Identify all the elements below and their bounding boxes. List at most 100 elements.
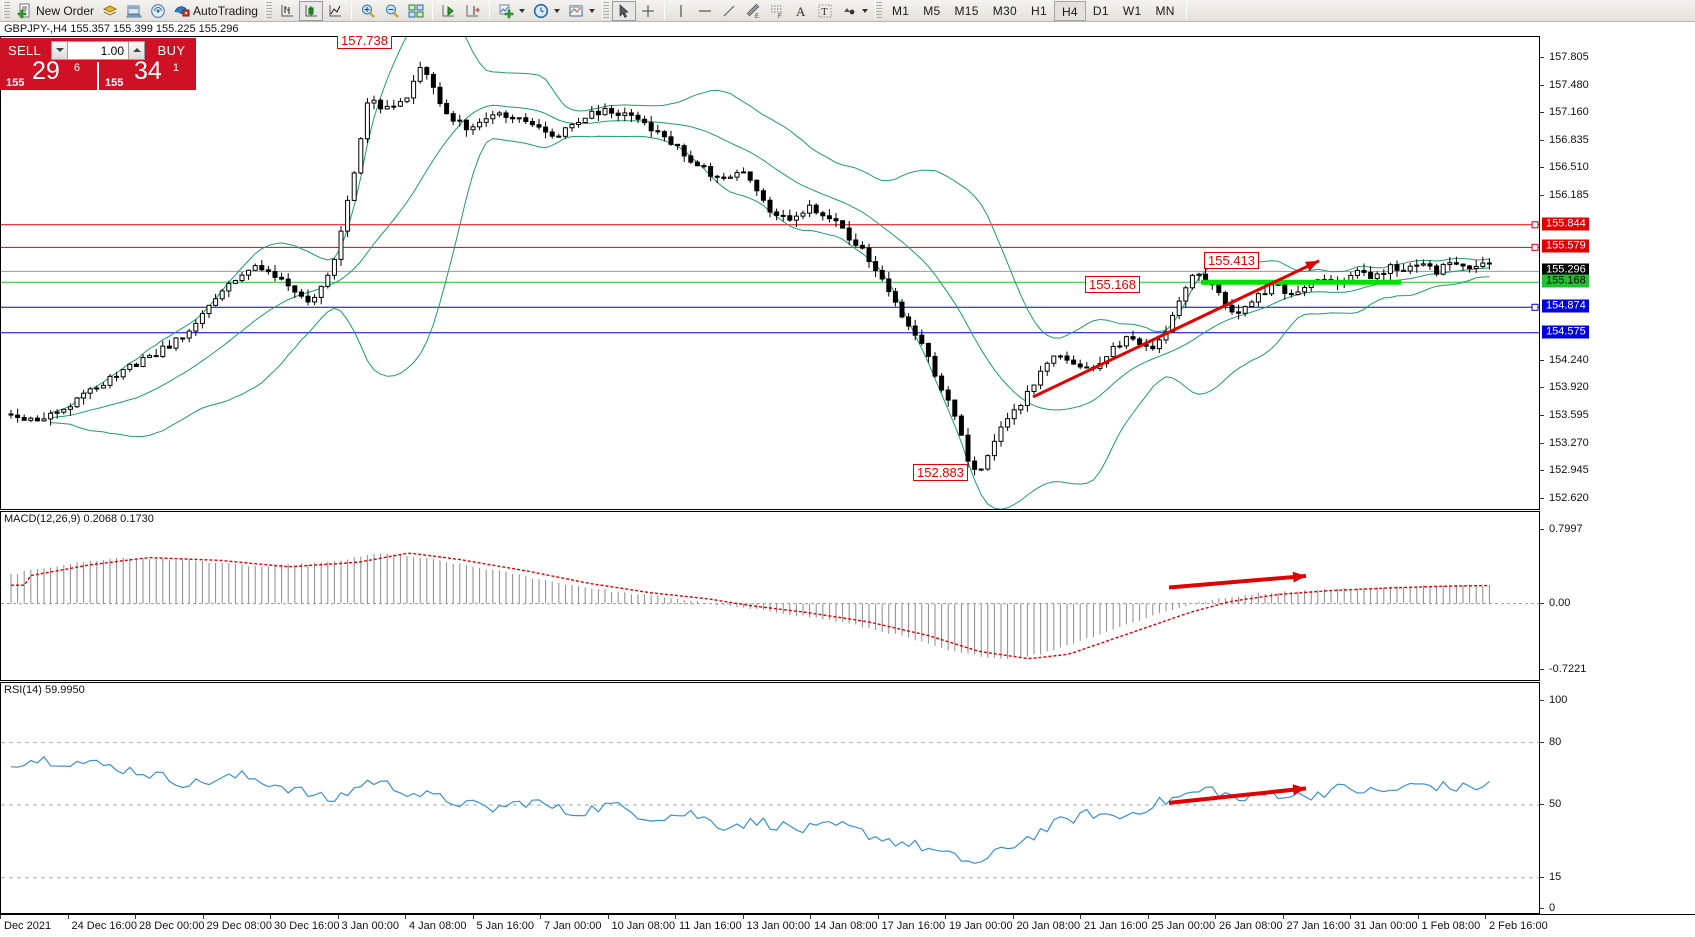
text-icon: A bbox=[793, 3, 809, 19]
autotrading-button[interactable]: AutoTrading bbox=[170, 1, 262, 21]
timeframe-m30[interactable]: M30 bbox=[992, 3, 1018, 18]
price-level-label-bid[interactable]: 155.296 bbox=[1542, 263, 1589, 277]
chart-shift-button[interactable] bbox=[461, 1, 485, 21]
fibonacci-icon: F bbox=[769, 3, 785, 20]
data-window-button[interactable] bbox=[122, 1, 146, 21]
annotation-target-level[interactable]: 155.168 bbox=[1085, 276, 1140, 293]
timeframe-h1[interactable]: H1 bbox=[1031, 3, 1047, 18]
periods-button[interactable] bbox=[529, 1, 564, 21]
chevron-up-icon bbox=[132, 48, 141, 52]
price-scale[interactable]: 157.805 157.480 157.160 156.835 156.510 156.1… bbox=[1540, 36, 1695, 510]
volume-input[interactable]: 1.00 bbox=[68, 40, 128, 60]
signals-button[interactable] bbox=[146, 1, 170, 21]
toolbar-grip-3[interactable] bbox=[601, 1, 609, 20]
autotrading-label: AutoTrading bbox=[193, 3, 258, 18]
macd-pane[interactable]: MACD(12,26,9) 0.2068 0.1730 bbox=[0, 511, 1540, 681]
fibonacci-button[interactable]: F bbox=[765, 1, 789, 21]
templates-button[interactable] bbox=[564, 1, 599, 21]
main-toolbar: New Order bbox=[0, 0, 1695, 22]
annotation-breakout-level[interactable]: 155.413 bbox=[1204, 252, 1259, 269]
bid-price-display[interactable]: 155 29 6 bbox=[0, 57, 97, 90]
zoom-out-icon bbox=[384, 3, 400, 19]
time-axis[interactable]: Dec 2021 24 Dec 16:00 28 Dec 00:00 29 Dec 0… bbox=[0, 914, 1695, 937]
timeframe-d1[interactable]: D1 bbox=[1092, 3, 1109, 18]
equidistant-channel-button[interactable]: E bbox=[741, 1, 765, 21]
time-label: Dec 2021 bbox=[0, 915, 52, 932]
vertical-line-button[interactable] bbox=[669, 1, 693, 21]
buy-button[interactable]: BUY bbox=[147, 38, 196, 62]
zoom-out-button[interactable] bbox=[380, 1, 404, 21]
shapes-icon bbox=[841, 3, 857, 19]
ask-price-display[interactable]: 155 34 1 bbox=[99, 57, 196, 90]
svg-text:A: A bbox=[796, 4, 806, 19]
zoom-in-button[interactable] bbox=[356, 1, 380, 21]
timeframe-w1[interactable]: W1 bbox=[1122, 3, 1142, 18]
toolbar-separator-3 bbox=[488, 1, 490, 20]
cursor-button[interactable] bbox=[611, 0, 636, 21]
clock-icon bbox=[533, 3, 549, 19]
macd-scale[interactable]: 0.7997 0.00 -0.7221 bbox=[1540, 511, 1695, 681]
text-label-button[interactable]: T bbox=[813, 1, 837, 21]
price-level-label-resistance[interactable]: 155.579 bbox=[1542, 239, 1589, 253]
price-level-label-resistance[interactable]: 155.844 bbox=[1542, 217, 1589, 231]
toolbar-grip-2[interactable] bbox=[264, 1, 272, 20]
trendline-button[interactable] bbox=[717, 1, 741, 21]
auto-scroll-icon bbox=[441, 3, 457, 19]
templates-icon bbox=[568, 3, 584, 19]
line-chart-icon bbox=[327, 3, 343, 19]
rsi-pane[interactable]: RSI(14) 59.9950 bbox=[0, 682, 1540, 914]
time-label: 21 Jan 16:00 bbox=[1080, 915, 1148, 932]
price-chart-pane[interactable] bbox=[0, 36, 1540, 510]
price-tick: 156.510 bbox=[1540, 161, 1589, 173]
bar-chart-button[interactable] bbox=[275, 1, 299, 21]
periods-caret-icon[interactable] bbox=[553, 8, 560, 13]
rsi-canvas bbox=[1, 742, 1539, 879]
text-label-icon: T bbox=[817, 3, 833, 19]
tile-windows-button[interactable] bbox=[404, 1, 428, 21]
auto-scroll-button[interactable] bbox=[437, 1, 461, 21]
shapes-caret-icon[interactable] bbox=[861, 8, 868, 13]
toolbar-grip-4[interactable] bbox=[874, 1, 882, 20]
price-chart-canvas bbox=[1, 37, 1539, 509]
candlestick-chart-button[interactable] bbox=[298, 0, 323, 21]
price-tick: 154.240 bbox=[1540, 354, 1589, 366]
shapes-button[interactable] bbox=[837, 1, 872, 21]
timeframe-m1[interactable]: M1 bbox=[891, 3, 910, 18]
rsi-scale[interactable]: 100 80 50 15 0 bbox=[1540, 682, 1695, 914]
horizontal-line-button[interactable] bbox=[693, 1, 717, 21]
price-tick: 153.595 bbox=[1540, 409, 1589, 421]
price-tick: 153.920 bbox=[1540, 381, 1589, 393]
annotation-swing-low[interactable]: 152.883 bbox=[913, 464, 968, 481]
expert-advisors-button[interactable] bbox=[98, 1, 122, 21]
volume-stepper[interactable]: 1.00 bbox=[49, 39, 147, 61]
toolbar-grip[interactable] bbox=[3, 1, 10, 20]
annotation-swing-high[interactable]: 157.738 bbox=[337, 32, 392, 49]
sell-button[interactable]: SELL bbox=[0, 38, 49, 62]
indicators-button[interactable] bbox=[494, 1, 529, 21]
price-level-label-target[interactable]: 155.168 bbox=[1542, 274, 1589, 288]
macd-canvas bbox=[1, 552, 1539, 660]
timeframe-m15[interactable]: M15 bbox=[954, 3, 979, 18]
new-order-button[interactable]: New Order bbox=[13, 1, 98, 21]
line-chart-button[interactable] bbox=[323, 1, 347, 21]
time-label: 13 Jan 00:00 bbox=[742, 915, 811, 932]
text-button[interactable]: A bbox=[789, 1, 813, 21]
timeframe-mn[interactable]: MN bbox=[1155, 3, 1175, 18]
indicators-caret-icon[interactable] bbox=[518, 8, 525, 13]
vertical-line-icon bbox=[673, 3, 689, 19]
time-label: 31 Jan 00:00 bbox=[1350, 915, 1418, 932]
time-label: 20 Jan 08:00 bbox=[1012, 915, 1081, 932]
time-label: 19 Jan 00:00 bbox=[945, 915, 1013, 932]
timeframe-m5[interactable]: M5 bbox=[923, 3, 941, 18]
crosshair-button[interactable] bbox=[636, 1, 660, 21]
volume-increase-button[interactable] bbox=[128, 40, 145, 60]
rsi-tick: 80 bbox=[1540, 736, 1561, 748]
toolbar-separator-4 bbox=[663, 1, 665, 20]
price-level-label-support[interactable]: 154.575 bbox=[1542, 325, 1589, 339]
timeframe-h4[interactable]: H4 bbox=[1053, 0, 1086, 21]
templates-caret-icon[interactable] bbox=[588, 8, 595, 13]
svg-text:E: E bbox=[755, 14, 759, 19]
volume-decrease-button[interactable] bbox=[51, 40, 68, 60]
price-level-label-support[interactable]: 154.874 bbox=[1542, 299, 1589, 313]
expert-advisors-icon bbox=[102, 3, 118, 19]
